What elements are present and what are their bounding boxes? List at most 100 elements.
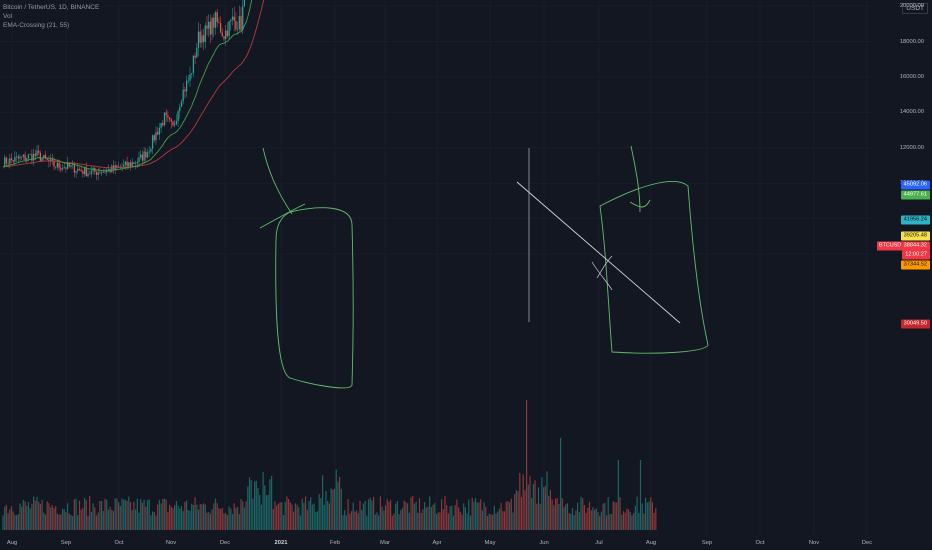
volume-bar	[259, 494, 261, 530]
volume-bar	[367, 499, 370, 530]
volume-bar	[167, 511, 169, 530]
candle-body	[97, 172, 99, 175]
candle-body	[143, 151, 145, 161]
volume-bar	[638, 512, 640, 530]
volume-bar	[24, 501, 26, 530]
candle-body	[58, 162, 60, 168]
volume-bar	[255, 480, 257, 530]
currency-label[interactable]: USDT	[902, 3, 928, 14]
volume-bar	[106, 499, 108, 530]
volume-bar	[522, 474, 524, 530]
candle-body	[243, 0, 246, 7]
candle-body	[39, 152, 42, 161]
volume-bar	[332, 489, 334, 530]
candle-body	[78, 168, 81, 170]
drawn-check-mark	[591, 255, 613, 291]
candle-body	[145, 151, 147, 158]
candle-body	[236, 28, 239, 30]
volume-bar	[245, 501, 247, 530]
volume-bar	[492, 514, 494, 530]
candle-body	[165, 112, 167, 116]
volume-bar	[653, 513, 655, 530]
volume-bar	[182, 511, 184, 530]
volume-bar	[362, 503, 364, 530]
candle-body	[202, 35, 205, 42]
time-tick-label: 2021	[274, 540, 288, 546]
volume-bar	[390, 500, 392, 530]
volume-bar	[628, 509, 630, 530]
volume-bar	[459, 511, 461, 530]
volume-bar	[510, 498, 512, 530]
volume-bar	[602, 503, 604, 530]
candle-body	[194, 55, 196, 58]
volume-bar	[500, 502, 502, 530]
volume-bar	[208, 511, 210, 530]
volume-bar	[104, 498, 106, 530]
volume-bar	[276, 505, 278, 530]
volume-bar	[56, 513, 58, 530]
volume-bar	[612, 501, 614, 530]
volume-bar	[72, 515, 74, 530]
volume-bar	[526, 400, 528, 530]
drawn-arrow-left	[259, 147, 306, 229]
volume-bar	[597, 512, 599, 530]
volume-bar	[639, 460, 642, 530]
candle-body	[191, 72, 193, 75]
candle-body	[214, 12, 217, 28]
volume-bar	[177, 505, 179, 530]
volume-bar	[570, 513, 572, 530]
candle-body	[228, 21, 230, 37]
volume-bar	[44, 514, 47, 530]
volume-bar	[592, 507, 594, 530]
volume-bar	[456, 499, 458, 530]
volume-bar	[237, 506, 239, 530]
drawings[interactable]	[259, 145, 709, 389]
time-tick-label: Oct	[755, 540, 765, 546]
volume-bar	[631, 515, 633, 530]
volume-bar	[238, 514, 240, 530]
time-tick-label: Oct	[114, 540, 124, 546]
volume-bar	[439, 512, 441, 530]
volume-bar	[454, 505, 456, 530]
candle-body	[56, 162, 59, 168]
volume-bar	[478, 502, 480, 530]
candle-body	[63, 167, 65, 169]
candle-body	[151, 135, 154, 149]
volume-bar	[179, 508, 181, 530]
volume-bar	[571, 507, 574, 530]
volume-bar	[473, 501, 475, 530]
volume-bar	[429, 496, 431, 530]
volume-bar	[265, 495, 268, 530]
volume-bar	[430, 507, 432, 530]
volume-bar	[434, 502, 436, 530]
candle-body	[192, 55, 195, 73]
trend-line	[516, 181, 681, 324]
volume-bar	[361, 509, 363, 530]
candle-body	[140, 154, 142, 158]
candle-body	[218, 22, 220, 23]
candle-body	[90, 170, 93, 174]
volume-bar	[27, 501, 30, 530]
volume-bar	[82, 507, 84, 530]
candle-body	[157, 132, 159, 135]
volume-bar	[274, 501, 276, 530]
volume-bar	[648, 501, 650, 530]
ema-fast-line	[2, 0, 253, 172]
volume-bar	[468, 499, 470, 530]
volume-bar	[53, 508, 55, 530]
volume-bar	[138, 512, 140, 530]
candle-body	[66, 162, 69, 169]
volume-bar	[624, 512, 626, 530]
volume-bar	[16, 515, 18, 530]
time-tick-label: May	[484, 540, 496, 546]
candle-body	[5, 157, 8, 164]
volume-bar	[420, 512, 422, 530]
volume-bar	[84, 497, 86, 530]
volume-bar	[427, 506, 429, 530]
candle-body	[189, 74, 191, 81]
candle-body	[219, 22, 222, 33]
volume-bar	[347, 499, 349, 530]
volume-bar	[573, 515, 575, 530]
